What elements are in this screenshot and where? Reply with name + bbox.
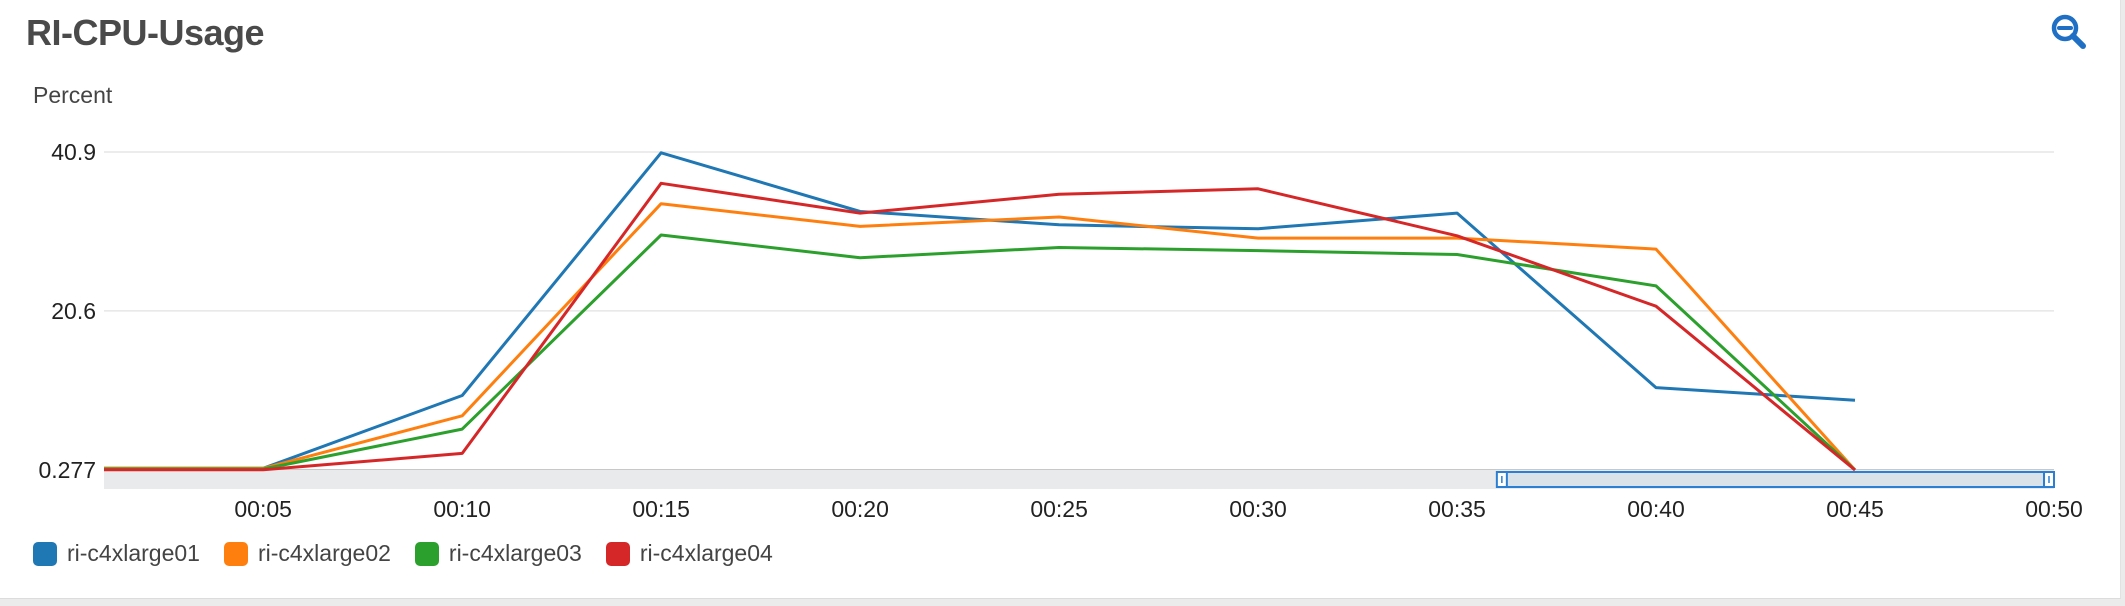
legend-swatch xyxy=(223,541,248,566)
series-line-ri-c4xlarge02[interactable] xyxy=(104,202,1857,472)
legend-item[interactable]: ri-c4xlarge02 xyxy=(223,540,391,567)
series-line-ri-c4xlarge01[interactable] xyxy=(104,151,1856,470)
x-tick-label: 00:30 xyxy=(1229,496,1287,522)
range-navigator xyxy=(104,470,2055,489)
x-tick-label: 00:05 xyxy=(234,496,292,522)
legend-label: ri-c4xlarge03 xyxy=(448,540,582,566)
y-tick-layer: 0.277 20.6 40.9 xyxy=(38,139,96,483)
zoom-out-icon[interactable] xyxy=(2049,12,2089,52)
legend-label: ri-c4xlarge04 xyxy=(639,540,773,566)
widget-title: RI-CPU-Usage xyxy=(26,12,265,53)
legend-item[interactable]: ri-c4xlarge04 xyxy=(605,540,773,567)
x-tick-label: 00:15 xyxy=(632,496,690,522)
grid-layer xyxy=(104,151,2054,471)
x-tick-label: 00:45 xyxy=(1826,496,1884,522)
legend-swatch xyxy=(605,541,630,566)
x-tick-layer: 00:05 00:10 00:15 00:20 00:25 00:30 00:35 00:40… xyxy=(234,496,2082,522)
legend-label: ri-c4xlarge02 xyxy=(257,540,391,566)
series-layer xyxy=(104,151,1857,472)
x-tick-label: 00:35 xyxy=(1428,496,1486,522)
legend-swatch xyxy=(33,541,57,566)
series-line-ri-c4xlarge04[interactable] xyxy=(104,181,1856,472)
x-tick-label: 00:10 xyxy=(433,496,491,522)
y-tick-label: 0.277 xyxy=(38,457,96,483)
navigator-track xyxy=(104,470,2054,489)
series-line-ri-c4xlarge03[interactable] xyxy=(104,233,1857,472)
y-tick-label: 20.6 xyxy=(51,298,96,324)
navigator-selection[interactable] xyxy=(1498,471,2053,488)
x-tick-label: 00:40 xyxy=(1627,496,1685,522)
x-tick-label: 00:50 xyxy=(2025,496,2083,522)
x-tick-label: 00:20 xyxy=(831,496,889,522)
x-tick-label: 00:25 xyxy=(1030,496,1088,522)
y-tick-label: 40.9 xyxy=(51,139,96,165)
legend-item[interactable]: ri-c4xlarge03 xyxy=(414,540,582,567)
legend-label: ri-c4xlarge01 xyxy=(67,540,200,566)
legend: ri-c4xlarge01 ri-c4xlarge02 ri-c4xlarge03 r… xyxy=(33,540,797,567)
legend-item[interactable]: ri-c4xlarge01 xyxy=(33,540,200,567)
y-axis-label: Percent xyxy=(33,82,113,108)
legend-swatch xyxy=(414,541,439,566)
